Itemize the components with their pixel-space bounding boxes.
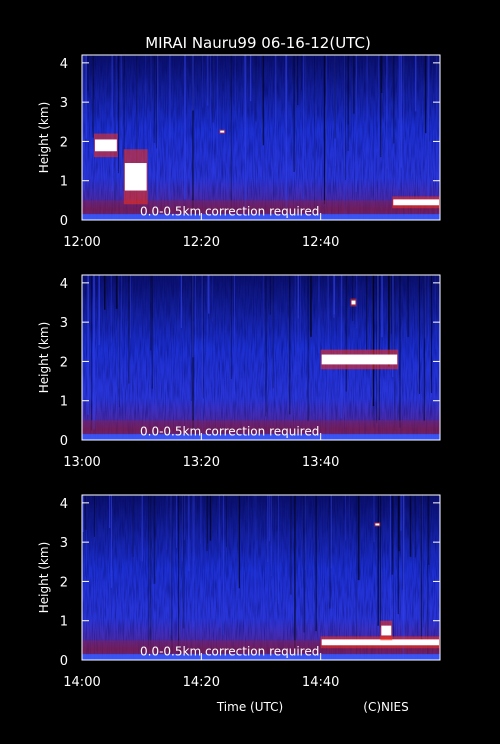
y-tick-label: 0: [60, 214, 68, 229]
correction-annotation: 0.0-0.5km correction required: [140, 644, 319, 658]
y-tick-label: 2: [60, 575, 68, 590]
x-tick-label: 13:20: [183, 455, 220, 470]
cloud-feature: [381, 625, 392, 636]
cloud-feature: [351, 300, 356, 305]
y-axis-label: Height (km): [37, 542, 51, 613]
x-tick-label: 14:00: [63, 675, 100, 690]
cloud-feature: [124, 163, 147, 191]
y-tick-label: 2: [60, 135, 68, 150]
y-tick-label: 3: [60, 316, 68, 331]
panels: 0 1 2 3 4 Height (km) 12:00 12:20 12:40 0.0-0.5km…: [37, 54, 441, 690]
y-tick-label: 1: [60, 175, 68, 190]
signal-streaks: [82, 495, 441, 660]
y-tick-label: 1: [60, 395, 68, 410]
y-tick-label: 3: [60, 536, 68, 551]
x-tick-label: 14:20: [183, 675, 220, 690]
cloud-feature: [393, 199, 439, 206]
cloud-feature: [321, 354, 398, 365]
surface-band: [82, 214, 440, 220]
panel-1: 0 1 2 3 4 Height (km) 12:00 12:20 12:40 0.0-0.5km…: [37, 54, 441, 250]
y-tick-label: 2: [60, 355, 68, 370]
correction-annotation: 0.0-0.5km correction required: [140, 424, 319, 438]
y-tick-label: 3: [60, 96, 68, 111]
correction-annotation: 0.0-0.5km correction required: [140, 204, 319, 218]
cloud-feature: [220, 130, 225, 133]
x-tick-label: 13:00: [63, 455, 100, 470]
panel-3: 0 1 2 3 4 Height (km) 14:00 14:20 14:40 0.0-0.5km…: [37, 494, 441, 690]
figure-title: MIRAI Nauru99 06-16-12(UTC): [145, 34, 371, 52]
y-tick-label: 1: [60, 615, 68, 630]
plot-frame: [81, 494, 441, 661]
y-axis-label: Height (km): [37, 102, 51, 173]
credit-label: (C)NIES: [363, 700, 408, 714]
cloud-feature: [94, 139, 117, 152]
x-axis-label: Time (UTC): [216, 700, 283, 714]
signal-streaks: [83, 55, 438, 220]
y-tick-label: 0: [60, 434, 68, 449]
plot-frame: [81, 54, 441, 221]
panel-2: 0 1 2 3 4 Height (km) 13:00 13:20 13:40 0.0-0.5km…: [37, 274, 441, 470]
y-tick-label: 4: [60, 497, 68, 512]
cloud-feature: [375, 523, 380, 526]
surface-band: [82, 434, 440, 440]
cloud-feature: [321, 639, 439, 646]
y-tick-label: 0: [60, 654, 68, 669]
x-tick-label: 12:20: [183, 235, 220, 250]
y-tick-label: 4: [60, 57, 68, 72]
boundary-layer-band: [82, 420, 440, 435]
y-tick-label: 4: [60, 277, 68, 292]
plot-frame: [81, 274, 441, 441]
x-tick-label: 12:00: [63, 235, 100, 250]
x-tick-label: 13:40: [302, 455, 339, 470]
y-axis-label: Height (km): [37, 322, 51, 393]
surface-band: [82, 654, 440, 660]
x-tick-label: 14:40: [302, 675, 339, 690]
x-tick-label: 12:40: [302, 235, 339, 250]
boundary-layer-band: [82, 200, 440, 215]
